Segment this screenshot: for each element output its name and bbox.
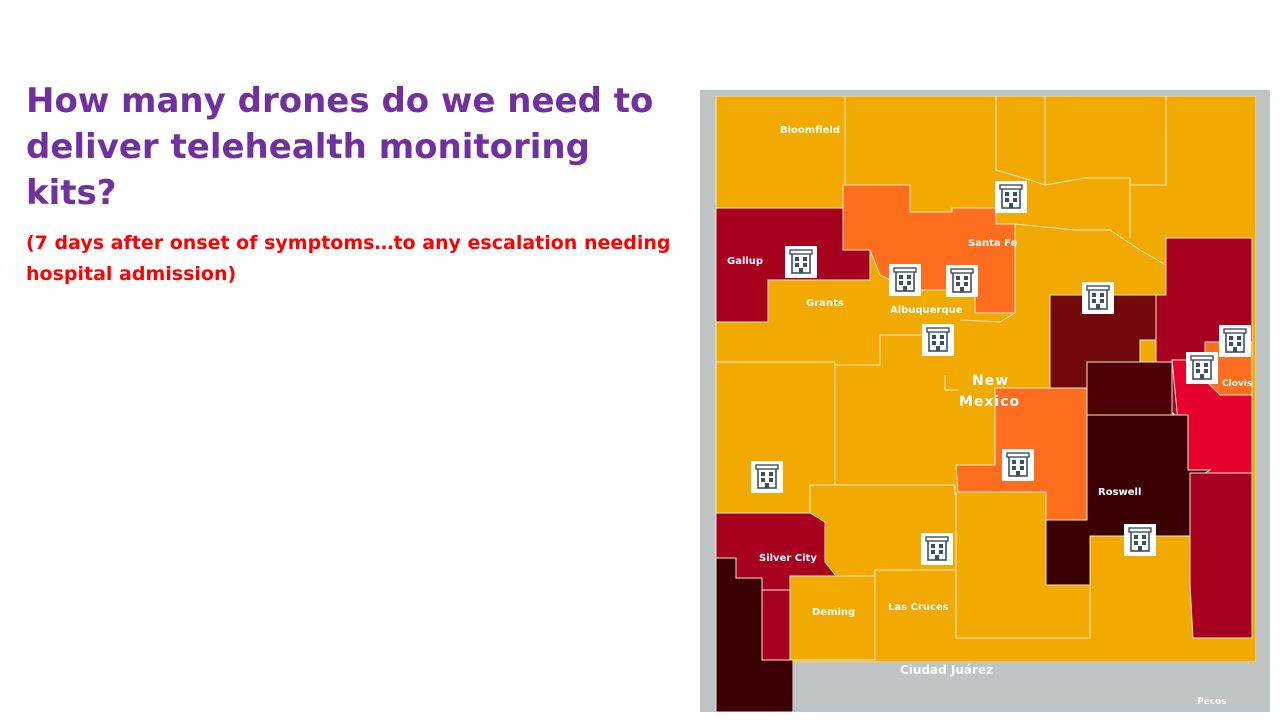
county-hidalgo-inner xyxy=(761,589,791,661)
slide-subtitle: (7 days after onset of symptoms…to any e… xyxy=(26,232,671,285)
label-mexico: Mexico xyxy=(959,394,1020,410)
label-new: New xyxy=(972,373,1009,389)
county-debaca xyxy=(1086,361,1173,421)
county-lea xyxy=(1189,472,1253,639)
county-border xyxy=(955,570,1091,639)
state-edge-top xyxy=(700,90,1270,96)
hospital-building-icon xyxy=(888,263,922,297)
hospital-building-icon xyxy=(1218,324,1252,358)
state-edge-right xyxy=(1256,90,1270,662)
hospital-building-icon xyxy=(945,264,979,298)
label-santa-fe: Santa Fe xyxy=(968,238,1018,249)
new-mexico-map: Bloomfield Santa Fe Gallup Grants Albuqu… xyxy=(700,90,1270,712)
hospital-building-icon xyxy=(1081,281,1115,315)
label-deming: Deming xyxy=(812,607,855,618)
county-border xyxy=(835,334,945,366)
label-albuquerque: Albuquerque xyxy=(890,305,963,316)
county-border xyxy=(835,484,956,495)
county-border xyxy=(944,375,958,391)
label-bloomfield: Bloomfield xyxy=(780,125,840,136)
hospital-building-icon xyxy=(750,460,784,494)
label-gallup: Gallup xyxy=(727,256,763,267)
label-ciudad-juarez: Ciudad Juárez xyxy=(900,663,993,677)
hospital-building-icon xyxy=(1185,351,1219,385)
label-grants: Grants xyxy=(806,298,844,309)
hospital-building-icon xyxy=(921,323,955,357)
county-border xyxy=(1044,96,1131,238)
label-roswell: Roswell xyxy=(1098,487,1141,498)
label-pecos: Pecos xyxy=(1197,697,1227,707)
mexico-border-area xyxy=(793,662,1270,712)
label-silver-city: Silver City xyxy=(759,553,817,564)
county-border xyxy=(1014,223,1167,266)
label-clovis: Clovis xyxy=(1222,379,1252,389)
hospital-building-icon xyxy=(1001,448,1035,482)
hospital-building-icon xyxy=(784,245,818,279)
slide-title: How many drones do we need to deliver te… xyxy=(26,81,654,213)
hospital-building-icon xyxy=(920,532,954,566)
label-las-cruces: Las Cruces xyxy=(888,602,949,613)
county-border xyxy=(1130,96,1167,186)
county-border xyxy=(959,312,1016,323)
county-border xyxy=(995,96,1046,186)
hospital-building-icon xyxy=(1123,523,1157,557)
county-border xyxy=(789,492,957,661)
hospital-building-icon xyxy=(994,180,1028,214)
